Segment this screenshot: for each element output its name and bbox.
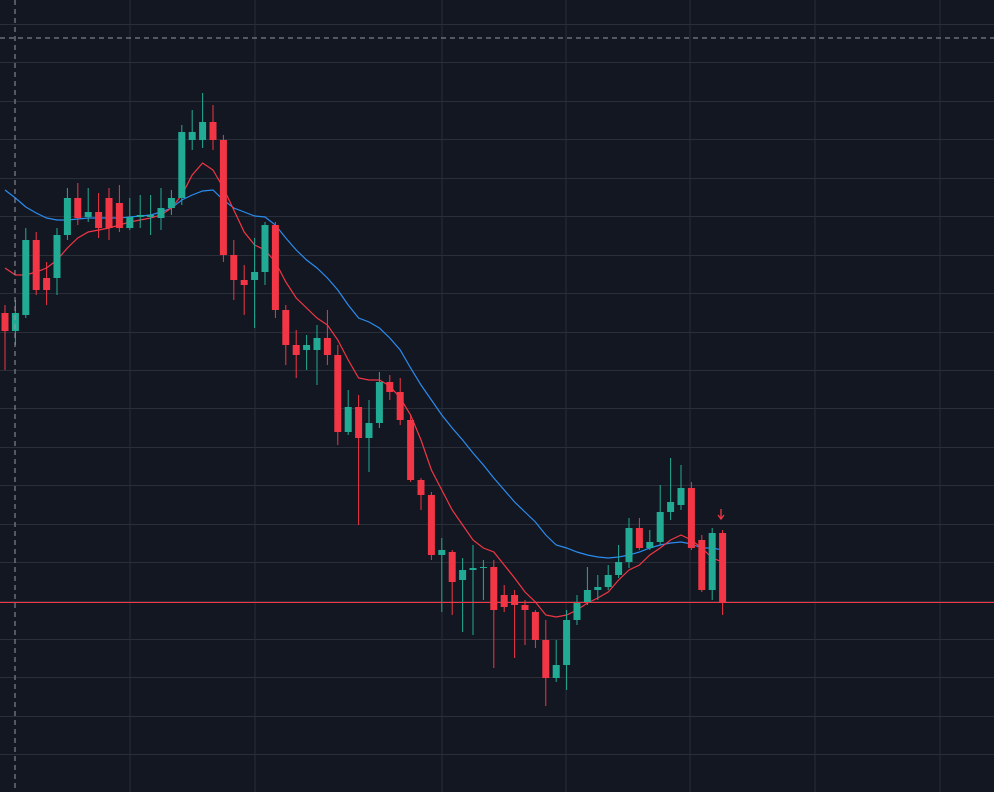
candle-body — [490, 567, 498, 610]
candle-body — [583, 590, 591, 603]
candle-body — [531, 612, 539, 640]
candle-body — [646, 542, 654, 548]
candle-body — [313, 338, 321, 350]
candle-body — [344, 407, 352, 432]
candle-body — [365, 423, 373, 438]
candle-body — [157, 208, 165, 218]
vertical-grid — [129, 0, 941, 792]
candle-body — [469, 568, 477, 570]
candle-body — [209, 122, 217, 140]
candle-body — [604, 575, 612, 587]
candle-body — [459, 570, 467, 580]
candle-body — [438, 550, 446, 555]
candle-body — [11, 313, 19, 331]
candle-body — [448, 552, 456, 582]
candle-body — [126, 217, 134, 228]
candle-body — [32, 240, 40, 290]
candle-body — [687, 488, 695, 548]
moving-average-line — [4, 189, 723, 559]
candle-body — [594, 587, 602, 590]
candle-body — [542, 640, 550, 678]
candle-body — [84, 212, 92, 217]
candle-body — [240, 280, 248, 285]
candle-body — [719, 533, 727, 602]
candle-body — [521, 605, 529, 610]
candle-body — [656, 512, 664, 542]
grid — [0, 24, 994, 755]
candle-body — [698, 540, 706, 590]
candle-body — [375, 382, 383, 423]
candle-body — [53, 235, 61, 278]
candle-body — [147, 215, 155, 217]
candle-body — [261, 225, 269, 272]
candle-body — [417, 480, 425, 495]
candle-body — [167, 198, 175, 208]
candle-body — [407, 420, 415, 480]
candle-body — [625, 528, 633, 562]
candle-body — [199, 122, 207, 140]
moving-average-line — [4, 162, 723, 618]
candle-body — [667, 502, 675, 512]
candle-body — [282, 310, 290, 345]
candle-body — [74, 198, 82, 218]
candle-body — [677, 488, 685, 505]
candle-body — [115, 203, 123, 228]
candle-body — [573, 603, 581, 620]
candle-body — [1, 313, 9, 331]
candle-body — [178, 132, 186, 198]
candle-body — [334, 355, 342, 432]
candle-body — [635, 528, 643, 548]
candle-body — [292, 345, 300, 355]
candle-body — [386, 382, 394, 392]
candle-body — [500, 595, 508, 607]
candle-body — [552, 665, 560, 678]
candle-body — [323, 338, 331, 355]
candle-body — [136, 215, 144, 217]
candle-body — [22, 240, 30, 315]
candle-body — [43, 278, 51, 290]
candle-body — [708, 533, 716, 590]
candle-body — [105, 198, 113, 228]
candle-body — [563, 620, 571, 665]
candle-body — [396, 392, 404, 420]
candle-body — [188, 132, 196, 140]
candle-body — [251, 272, 259, 280]
candle-body — [63, 198, 71, 235]
candle-body — [95, 212, 103, 228]
candle-body — [230, 255, 238, 280]
signal-arrow — [717, 509, 725, 521]
candle-body — [427, 495, 435, 555]
plot — [0, 93, 994, 706]
candle-body — [219, 140, 227, 255]
candle-body — [615, 562, 623, 575]
candle-body — [355, 407, 363, 438]
candle-body — [479, 567, 487, 568]
candle-body — [271, 225, 279, 310]
candle-body — [511, 595, 519, 605]
candle-body — [303, 345, 311, 350]
